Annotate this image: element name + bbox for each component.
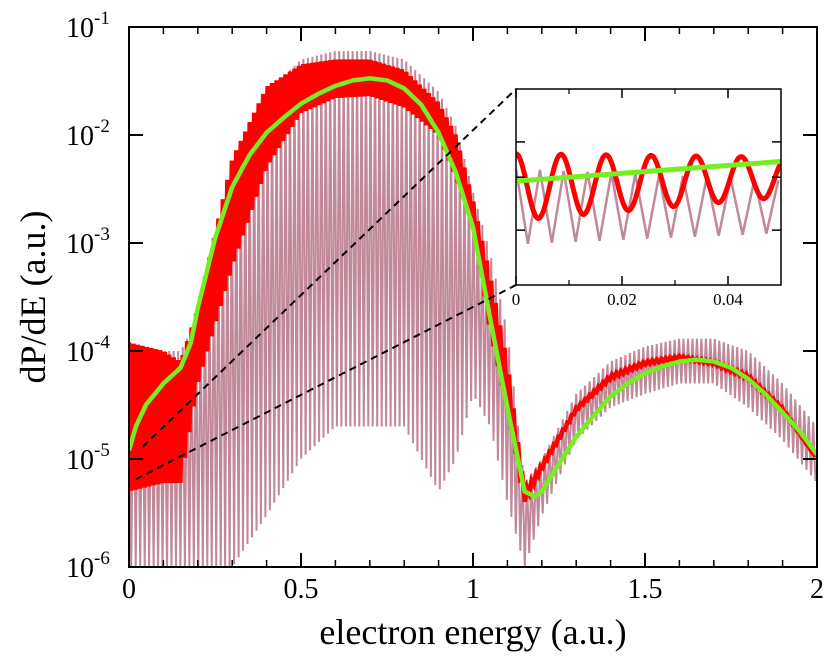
x-tick-label: 1 — [466, 574, 480, 605]
y-tick-label: 10-3 — [66, 224, 110, 260]
series-pink-oscillating — [129, 50, 817, 567]
zoom-line-upper — [142, 88, 517, 448]
x-tick-label: 1.5 — [628, 574, 663, 605]
y-axis-title: dP/dE (a.u.) — [13, 211, 53, 384]
x-tick-label: 2 — [810, 574, 824, 605]
y-tick-label: 10-6 — [66, 548, 110, 584]
inset-plot: 0 0.02 0.04 — [512, 88, 782, 309]
y-tick-label: 10-5 — [66, 440, 110, 476]
inset-series-green — [516, 159, 781, 184]
inset-series-pink — [516, 168, 780, 245]
x-tick-label: 0.5 — [284, 574, 319, 605]
inset-frame — [515, 88, 782, 286]
inset-background — [516, 89, 781, 285]
inset-x-tick-label: 0.02 — [607, 290, 637, 309]
inset-x-tick-label: 0.04 — [713, 290, 743, 309]
inset-series-red — [516, 151, 781, 222]
zoom-indicator-lines — [135, 88, 517, 481]
series-green-smooth — [129, 76, 817, 499]
y-tick-label: 10-4 — [66, 332, 110, 368]
y-tick-label: 10-1 — [66, 8, 110, 44]
main-plot: 0 0.5 1 1.5 2 10-6 10-5 10-4 10-3 10-2 10-1 — [66, 8, 824, 605]
x-tick-label: 0 — [122, 574, 136, 605]
y-tick-label: 10-2 — [66, 116, 110, 152]
inset-x-tick-label: 0 — [512, 290, 521, 309]
x-axis-title: electron energy (a.u.) — [319, 612, 626, 652]
